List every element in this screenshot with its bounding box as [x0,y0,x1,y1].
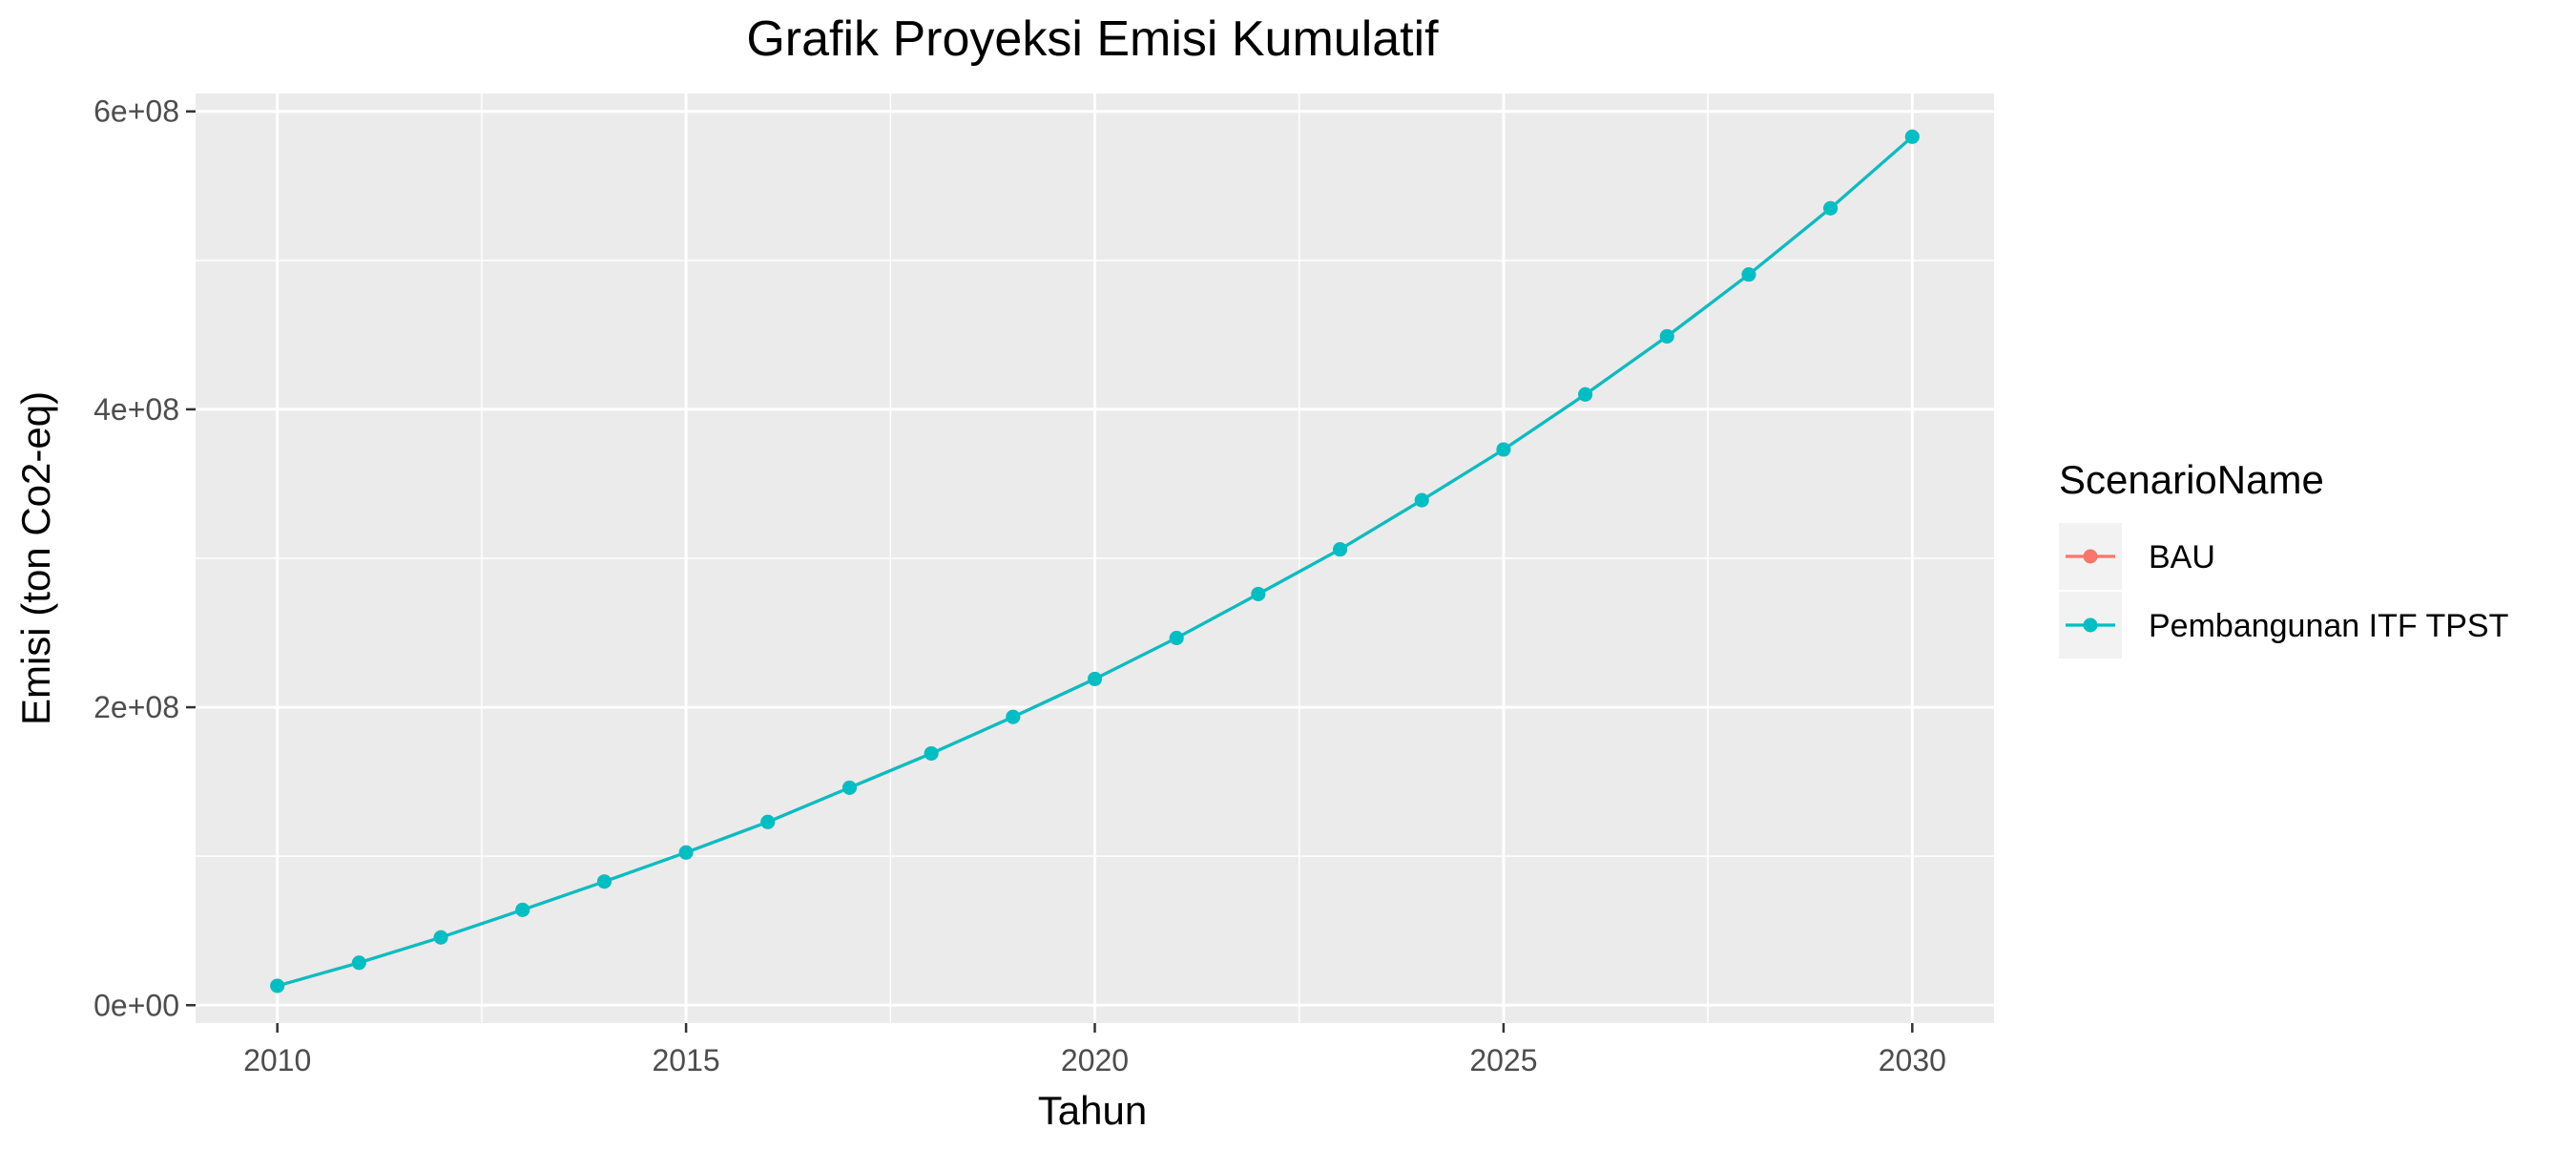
y-tick-label: 2e+08 [93,690,179,724]
legend-label: BAU [2149,539,2215,575]
legend-key-point [2083,617,2098,633]
series-pembangunan-itf-tpst-point [924,745,939,761]
legend-label: Pembangunan ITF TPST [2149,608,2508,644]
series-pembangunan-itf-tpst [270,129,1920,993]
legend-item-bau: BAU [2059,523,2215,590]
legend-item-pembangunan-itf-tpst: Pembangunan ITF TPST [2059,592,2508,659]
series-pembangunan-itf-tpst-point [1741,267,1756,282]
x-axis-label: Tahun [1038,1088,1147,1133]
legend-title: ScenarioName [2059,457,2324,502]
series-pembangunan-itf-tpst-point [1904,129,1920,144]
chart-title: Grafik Proyeksi Emisi Kumulatif [746,11,1439,67]
series-pembangunan-itf-tpst-point [1578,387,1593,402]
series-pembangunan-itf-tpst-point [678,845,694,860]
legend-key-point [2083,549,2098,564]
series-pembangunan-itf-tpst-point [1088,671,1102,686]
series-pembangunan-itf-tpst-point [1169,631,1184,646]
series-pembangunan-itf-tpst-point [841,780,857,795]
y-tick-label: 4e+08 [93,392,179,427]
series-pembangunan-itf-tpst-point [1496,442,1511,457]
x-tick-label: 2015 [652,1043,719,1077]
x-tick-label: 2025 [1469,1043,1537,1077]
series-pembangunan-itf-tpst-point [596,874,612,889]
x-tick-label: 2020 [1061,1043,1129,1077]
y-tick-label: 6e+08 [93,94,179,129]
legend: ScenarioName BAU Pembangunan ITF TPST [2059,457,2508,659]
series-pembangunan-itf-tpst-point [1414,492,1429,508]
series-pembangunan-itf-tpst-point [351,955,366,971]
series-pembangunan-itf-tpst-point [515,902,530,917]
series-pembangunan-itf-tpst-point [1333,542,1348,557]
x-tick-label: 2010 [243,1043,311,1077]
series-pembangunan-itf-tpst-point [1659,328,1674,344]
y-tick-label: 0e+00 [93,988,179,1022]
x-tick-label: 2030 [1879,1043,1946,1077]
series-pembangunan-itf-tpst-point [1251,586,1266,601]
series-pembangunan-itf-tpst-point [1006,709,1021,724]
series-pembangunan-itf-tpst-point [433,930,448,945]
series-pembangunan-itf-tpst-point [760,814,776,829]
series-pembangunan-itf-tpst-point [270,978,285,993]
series-pembangunan-itf-tpst-point [1823,200,1839,216]
y-axis-label: Emisi (ton Co2-eq) [13,391,58,725]
